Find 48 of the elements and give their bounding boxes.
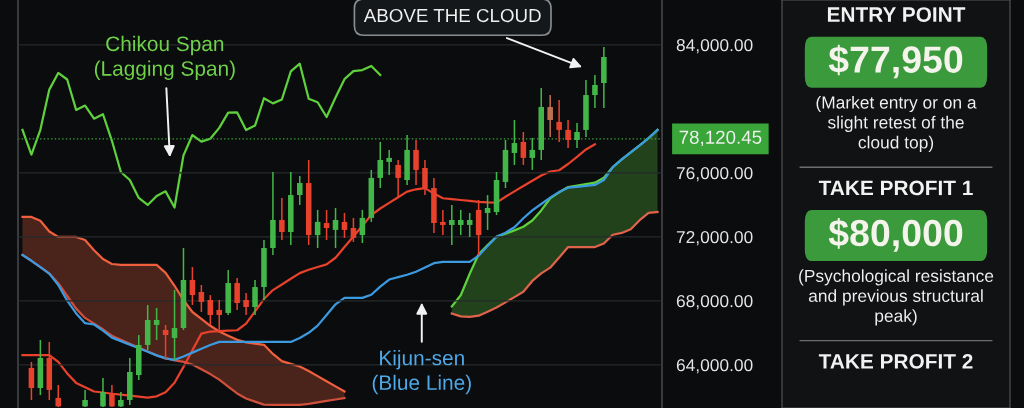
candlestick — [171, 289, 178, 361]
candlestick — [350, 217, 357, 243]
y-tick-label: 76,000.00 — [676, 166, 753, 182]
y-tick-label: 84,000.00 — [676, 38, 753, 54]
annotation: Kijun-sen (Blue Line) — [372, 350, 471, 395]
annotation: ABOVE THE CLOUD — [363, 8, 541, 23]
ref-line-label: 78,120.45 — [679, 130, 762, 147]
candlestick — [422, 159, 428, 196]
text: TAKE PROFIT 1 — [818, 180, 973, 196]
text: ENTRY POINT — [827, 7, 966, 22]
y-tick-label: 72,000.00 — [676, 230, 753, 246]
annotation: Chikou Span (Lagging Span) — [94, 35, 235, 80]
candlestick — [440, 209, 446, 236]
candlestick — [529, 137, 536, 171]
candlestick — [100, 377, 106, 408]
y-tick-label: 68,000.00 — [676, 294, 753, 310]
candlestick — [449, 204, 455, 246]
candlestick — [547, 94, 553, 138]
candlestick — [341, 212, 348, 239]
candlestick — [234, 277, 240, 311]
candlestick — [189, 266, 196, 306]
candlestick — [565, 119, 571, 149]
text: (Market entry or on a slight retest of the cloud top) — [816, 95, 977, 152]
candlestick — [386, 149, 392, 176]
candlestick — [207, 294, 214, 326]
candlestick — [198, 284, 205, 313]
candlestick — [556, 99, 562, 143]
candlestick — [377, 141, 384, 189]
candlestick — [252, 279, 258, 316]
candlestick — [28, 361, 35, 401]
candlestick — [520, 131, 527, 166]
text: $77,950 — [828, 44, 963, 79]
text: (Psychological resistance and previous structural peak) — [799, 269, 994, 326]
candlestick — [511, 119, 518, 166]
candlestick — [332, 207, 339, 249]
y-tick-label: 64,000.00 — [676, 358, 753, 374]
candlestick — [592, 74, 598, 109]
candlestick — [243, 292, 249, 316]
candlestick — [574, 122, 580, 149]
candlestick — [55, 384, 62, 408]
candlestick — [413, 139, 419, 186]
text: TAKE PROFIT 2 — [818, 353, 973, 369]
candlestick — [296, 175, 303, 206]
candlestick — [216, 299, 223, 331]
candlestick — [279, 197, 285, 241]
text: $80,000 — [828, 218, 963, 252]
candlestick — [395, 159, 401, 199]
candlestick — [457, 209, 464, 236]
